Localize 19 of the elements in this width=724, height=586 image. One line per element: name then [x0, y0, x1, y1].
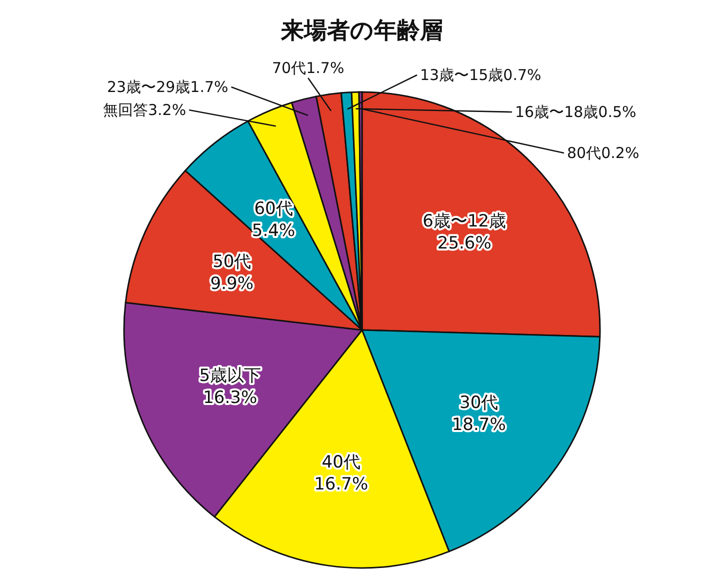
- data-label: 25.6%: [437, 233, 492, 254]
- slice-label: 6歳〜12歳: [422, 211, 506, 232]
- slice-label: 30代: [460, 393, 498, 414]
- slice-label: 80代0.2%: [567, 144, 640, 162]
- data-label: 5.4%: [252, 220, 296, 241]
- data-label: 18.7%: [452, 415, 506, 436]
- data-label: 16.7%: [314, 474, 368, 494]
- slice-label: 70代1.7%: [272, 59, 344, 77]
- slice-label: 無回答3.2%: [103, 101, 186, 119]
- data-label: 16.3%: [203, 388, 258, 408]
- slice-label: 60代: [254, 198, 293, 219]
- slice-label: 5歳以下: [199, 366, 262, 386]
- slice-label: 23歳〜29歳1.7%: [107, 78, 228, 96]
- slice-label: 50代: [212, 252, 252, 272]
- chart-title: 来場者の年齢層: [280, 18, 443, 44]
- slice-label: 13歳〜15歳0.7%: [420, 66, 542, 84]
- slice-label: 40代: [322, 452, 360, 472]
- data-label: 9.9%: [210, 274, 254, 294]
- slice-label: 16歳〜18歳0.5%: [515, 103, 636, 121]
